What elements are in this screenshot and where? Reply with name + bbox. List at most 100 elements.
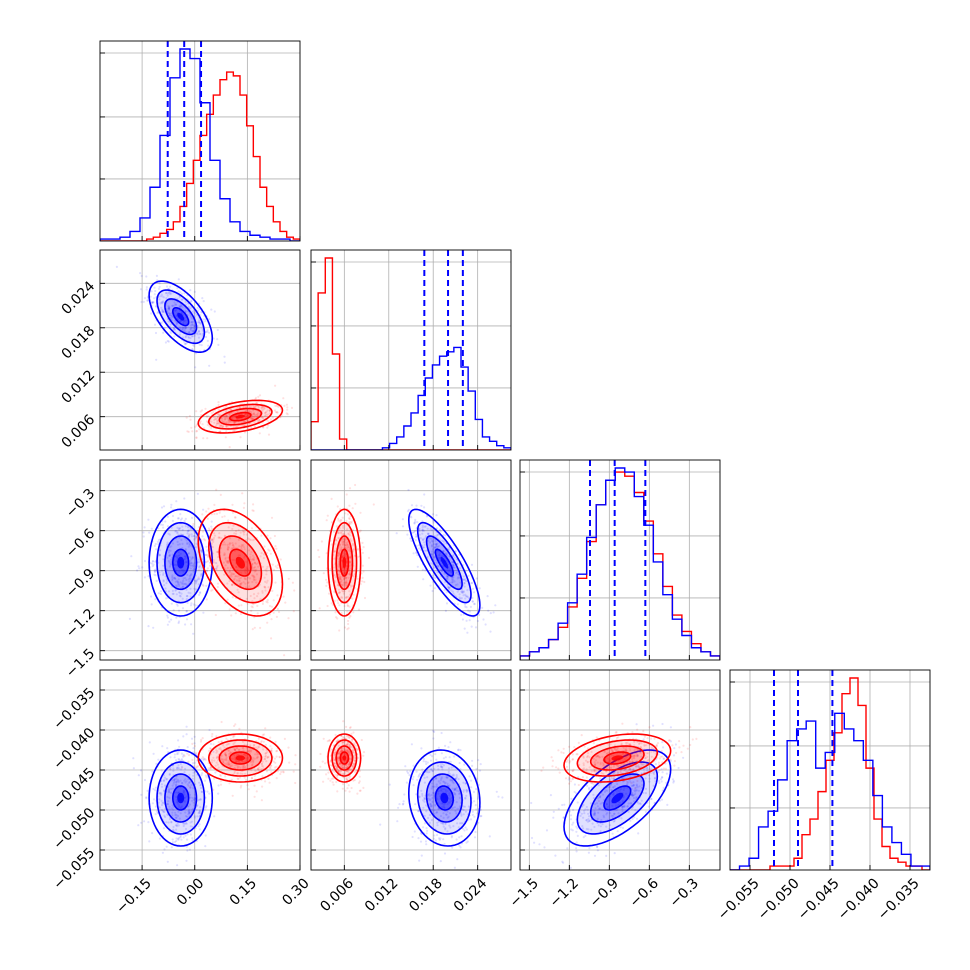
sample-point bbox=[139, 288, 143, 291]
sample-point bbox=[179, 779, 182, 782]
sample-point bbox=[340, 734, 343, 738]
sample-point bbox=[160, 301, 163, 304]
sample-point bbox=[224, 762, 227, 765]
sample-point bbox=[186, 601, 189, 605]
sample-point bbox=[245, 568, 248, 571]
sample-point bbox=[572, 808, 575, 812]
sample-point bbox=[189, 324, 192, 327]
sample-point bbox=[465, 606, 468, 609]
sample-point bbox=[409, 770, 412, 773]
sample-point bbox=[230, 572, 233, 575]
sample-point bbox=[167, 800, 170, 803]
sample-point bbox=[602, 816, 606, 819]
sample-point bbox=[194, 579, 197, 582]
sample-point bbox=[326, 514, 329, 517]
sample-point bbox=[155, 358, 158, 361]
sample-point bbox=[344, 512, 347, 515]
sample-point bbox=[227, 419, 230, 422]
sample-point bbox=[436, 821, 439, 824]
sample-point bbox=[342, 571, 345, 575]
sample-point bbox=[337, 531, 340, 535]
sample-point bbox=[216, 750, 219, 753]
sample-point bbox=[184, 309, 187, 312]
sample-point bbox=[180, 765, 183, 768]
sample-point bbox=[661, 771, 664, 774]
sample-point bbox=[253, 597, 256, 600]
sample-point bbox=[215, 735, 218, 738]
sample-point bbox=[631, 791, 634, 795]
sample-point bbox=[231, 503, 234, 506]
sample-point bbox=[189, 329, 193, 332]
sample-point bbox=[234, 415, 237, 418]
sample-point bbox=[342, 746, 345, 749]
sample-point bbox=[177, 551, 180, 554]
sample-point bbox=[177, 781, 180, 784]
sample-point bbox=[184, 525, 187, 528]
sample-point bbox=[180, 838, 183, 841]
sample-point bbox=[182, 570, 185, 573]
sample-point bbox=[335, 740, 338, 743]
sample-point bbox=[237, 529, 240, 532]
sample-point bbox=[333, 574, 336, 577]
sample-point bbox=[168, 553, 171, 557]
sample-point bbox=[170, 292, 173, 295]
sample-point bbox=[143, 559, 147, 563]
sample-point bbox=[253, 566, 256, 569]
contour-line bbox=[434, 548, 455, 577]
sample-point bbox=[254, 753, 257, 756]
sample-point bbox=[246, 568, 249, 571]
sample-point bbox=[161, 801, 164, 805]
panel-0-0-frame bbox=[99, 40, 301, 242]
panel-1-0-grid bbox=[100, 250, 300, 450]
sample-point bbox=[154, 786, 157, 789]
sample-point bbox=[252, 558, 255, 561]
sample-point bbox=[447, 815, 450, 818]
sample-point bbox=[193, 290, 196, 293]
sample-point bbox=[225, 415, 228, 418]
sample-point bbox=[176, 531, 179, 534]
sample-point bbox=[234, 748, 237, 752]
sample-point bbox=[480, 814, 483, 818]
sample-point bbox=[247, 414, 250, 417]
sample-point bbox=[176, 800, 179, 804]
sample-point bbox=[224, 417, 227, 420]
sample-point bbox=[251, 418, 254, 421]
sample-point bbox=[471, 600, 474, 603]
sample-point bbox=[251, 415, 254, 418]
sample-point bbox=[434, 539, 437, 542]
sample-point bbox=[478, 587, 481, 590]
sample-point bbox=[175, 603, 178, 606]
sample-point bbox=[190, 317, 194, 320]
sample-point bbox=[169, 323, 172, 326]
sample-point bbox=[226, 561, 229, 565]
sample-point bbox=[232, 734, 235, 737]
sample-point bbox=[204, 845, 207, 848]
sample-point bbox=[169, 285, 172, 288]
sample-point bbox=[473, 602, 476, 605]
sample-point bbox=[599, 802, 602, 805]
sample-point bbox=[168, 307, 171, 310]
sample-point bbox=[238, 406, 241, 409]
sample-point bbox=[193, 345, 196, 348]
sample-point bbox=[342, 526, 345, 529]
sample-point bbox=[276, 566, 279, 570]
sample-point bbox=[264, 568, 267, 572]
sample-point bbox=[438, 556, 441, 560]
sample-point bbox=[184, 548, 187, 551]
sample-point bbox=[198, 577, 201, 581]
sample-point bbox=[179, 552, 182, 555]
sample-point bbox=[347, 751, 350, 754]
sample-point bbox=[147, 821, 150, 824]
sample-point bbox=[286, 413, 289, 416]
sample-point bbox=[361, 576, 364, 580]
sample-point bbox=[259, 598, 262, 601]
sample-point bbox=[621, 810, 624, 813]
sample-point bbox=[235, 575, 238, 578]
sample-point bbox=[344, 538, 347, 541]
sample-point bbox=[161, 301, 164, 304]
sample-point bbox=[302, 407, 304, 409]
sample-point bbox=[251, 558, 254, 561]
sample-point bbox=[282, 397, 285, 400]
sample-point bbox=[266, 413, 269, 416]
sample-point bbox=[617, 812, 620, 815]
